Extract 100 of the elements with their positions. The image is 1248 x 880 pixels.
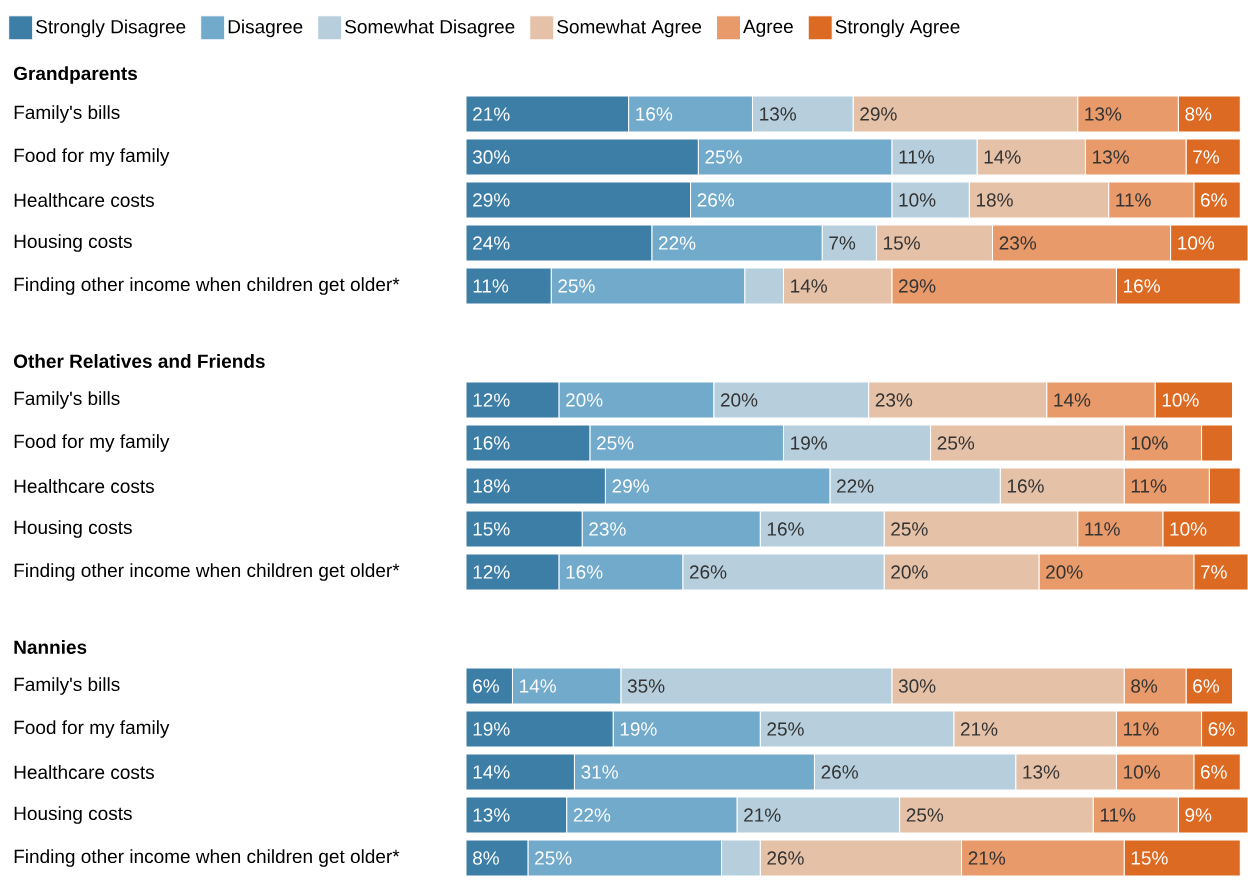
y-tick-label: Food for my family <box>14 434 170 452</box>
data-label: 7% <box>1200 565 1227 579</box>
y-tick-label: Food for my family <box>14 148 170 166</box>
y-tick-label: Healthcare costs <box>14 765 154 779</box>
data-label: 13% <box>1023 765 1060 779</box>
data-label: 22% <box>837 479 874 493</box>
data-label: 8% <box>473 851 499 865</box>
data-label: 29% <box>473 193 510 207</box>
data-label: 21% <box>473 107 510 121</box>
data-label: 29% <box>612 479 649 493</box>
y-tick-label: Finding other income when children get older* <box>14 563 400 581</box>
data-label: 30% <box>472 150 510 164</box>
data-label: 14% <box>791 279 827 293</box>
data-label: 10% <box>1162 393 1199 407</box>
data-label: 11% <box>899 150 934 164</box>
data-label: 11% <box>1100 808 1136 822</box>
legend-label: Strongly Disagree <box>36 19 186 38</box>
data-label: 25% <box>558 279 595 293</box>
data-label: 10% <box>1170 522 1207 536</box>
data-label: 26% <box>689 565 727 579</box>
data-label: 26% <box>767 851 804 865</box>
data-label: 26% <box>697 193 735 207</box>
data-label: 25% <box>597 436 634 450</box>
data-label: 6% <box>473 679 499 693</box>
data-label: 19% <box>791 436 827 450</box>
y-tick-label: Housing costs <box>14 234 132 252</box>
data-label: 21% <box>960 722 998 736</box>
data-label: 12% <box>473 565 510 579</box>
data-label: 16% <box>767 522 804 536</box>
data-label: 10% <box>1178 236 1215 250</box>
text: Nannies <box>14 640 87 654</box>
text: Other Relatives and Friends <box>13 354 265 368</box>
data-label: 13% <box>1093 150 1129 164</box>
legend-label: Strongly Agree <box>835 19 960 38</box>
data-label: 15% <box>473 522 510 536</box>
legend-label: Agree <box>743 19 793 37</box>
data-label: 29% <box>899 279 936 293</box>
data-label: 6% <box>1200 765 1227 779</box>
y-tick-label: Housing costs <box>14 806 132 824</box>
data-label: 11% <box>1116 193 1151 207</box>
data-label: 13% <box>473 808 510 822</box>
data-label: 23% <box>875 393 913 407</box>
data-label: 19% <box>620 722 657 736</box>
legend-label: Disagree <box>228 19 303 38</box>
data-label: 14% <box>1054 393 1091 407</box>
text: Grandparents <box>13 66 137 84</box>
data-label: 23% <box>589 522 626 536</box>
data-label: 10% <box>1124 765 1160 779</box>
data-label: 9% <box>1185 808 1212 822</box>
data-label: 11% <box>473 279 509 293</box>
data-label: 25% <box>535 851 572 865</box>
data-label: 20% <box>891 565 928 579</box>
data-label: 6% <box>1193 679 1220 693</box>
legend-label: Somewhat Agree <box>557 19 702 38</box>
data-label: 8% <box>1131 679 1158 693</box>
data-label: 21% <box>968 851 1006 865</box>
data-label: 6% <box>1208 722 1235 736</box>
legend-label: Somewhat Disagree <box>345 19 515 38</box>
data-label: 23% <box>999 236 1037 250</box>
y-tick-label: Food for my family <box>14 720 170 738</box>
y-tick-label: Family's bills <box>14 677 120 695</box>
data-label: 15% <box>884 236 920 250</box>
y-tick-label: Healthcare costs <box>14 479 154 493</box>
data-label: 35% <box>627 679 665 693</box>
data-label: 29% <box>860 107 897 121</box>
y-tick-label: Finding other income when children get older* <box>14 849 400 867</box>
data-label: 25% <box>906 808 944 822</box>
y-tick-label: Family's bills <box>14 391 120 409</box>
data-label: 25% <box>705 150 742 164</box>
data-label: 12% <box>473 393 510 407</box>
y-tick-label: Finding other income when children get older* <box>14 277 400 295</box>
data-label: 20% <box>1046 565 1083 579</box>
data-label: 25% <box>937 436 975 450</box>
data-label: 11% <box>1085 522 1120 536</box>
data-label: 19% <box>473 722 510 736</box>
data-label: 30% <box>898 679 936 693</box>
data-label: 6% <box>1200 193 1227 207</box>
data-label: 7% <box>829 236 856 250</box>
data-label: 13% <box>1085 107 1122 121</box>
data-label: 16% <box>1007 479 1044 493</box>
data-label: 16% <box>566 565 603 579</box>
data-label: 22% <box>573 808 611 822</box>
data-label: 16% <box>473 436 510 450</box>
data-label: 22% <box>658 236 696 250</box>
y-tick-label: Healthcare costs <box>14 193 154 207</box>
data-label: 7% <box>1193 150 1220 164</box>
data-label: 15% <box>1131 851 1168 865</box>
data-label: 11% <box>1131 479 1167 493</box>
data-label: 25% <box>767 722 804 736</box>
data-label: 11% <box>1124 722 1159 736</box>
data-label: 18% <box>473 479 510 493</box>
data-label: 25% <box>891 522 928 536</box>
data-label: 21% <box>744 808 781 822</box>
y-tick-label: Family's bills <box>14 105 120 123</box>
data-label: 14% <box>520 679 557 693</box>
data-label: 10% <box>1131 436 1168 450</box>
data-label: 18% <box>976 193 1013 207</box>
y-tick-label: Housing costs <box>14 520 132 538</box>
data-label: 20% <box>720 393 758 407</box>
data-label: 10% <box>899 193 936 207</box>
